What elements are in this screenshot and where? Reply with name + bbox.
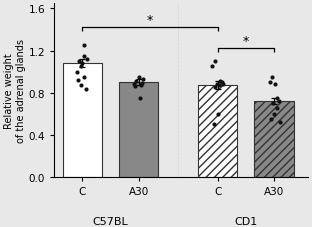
Text: *: * xyxy=(243,35,249,48)
Bar xyxy=(63,64,102,177)
Text: *: * xyxy=(147,14,153,27)
Bar xyxy=(119,83,158,177)
Text: C57BL: C57BL xyxy=(93,216,129,226)
Y-axis label: Relative weight
of the adrenal glands: Relative weight of the adrenal glands xyxy=(4,39,26,142)
Text: CD1: CD1 xyxy=(234,216,257,226)
Bar xyxy=(198,86,237,177)
Bar xyxy=(254,102,294,177)
